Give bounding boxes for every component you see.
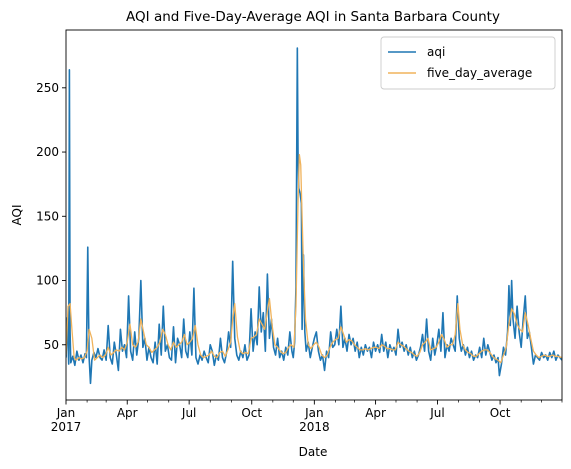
y-tick-label: 50 [44, 338, 59, 352]
x-tick-label: Jul [181, 406, 196, 420]
x-tick-label: Oct [490, 406, 511, 420]
chart-title: AQI and Five-Day-Average AQI in Santa Ba… [126, 9, 500, 25]
y-tick-label: 250 [36, 81, 59, 95]
legend-label-five-day-average: five_day_average [427, 66, 532, 80]
legend-label-aqi: aqi [427, 45, 445, 59]
legend-box [381, 37, 555, 89]
y-axis-label: AQI [10, 205, 24, 226]
x-tick-year-label: 2018 [299, 420, 330, 434]
legend: aqi five_day_average [381, 37, 555, 89]
y-tick-label: 150 [36, 209, 59, 223]
x-tick-label: Oct [241, 406, 262, 420]
series-line-five-day-average [66, 155, 562, 363]
x-tick-year-label: 2017 [51, 420, 82, 434]
x-axis-label: Date [299, 445, 328, 459]
y-tick-label: 100 [36, 274, 59, 288]
y-axis: 50 100 150 200 250 [36, 81, 66, 352]
x-tick-label: Jan [56, 406, 76, 420]
x-tick-label: Apr [117, 406, 138, 420]
y-tick-label: 200 [36, 145, 59, 159]
series-line-aqi [66, 48, 562, 383]
x-tick-label: Jul [429, 406, 444, 420]
x-tick-label: Apr [365, 406, 386, 420]
x-tick-label: Jan [304, 406, 324, 420]
